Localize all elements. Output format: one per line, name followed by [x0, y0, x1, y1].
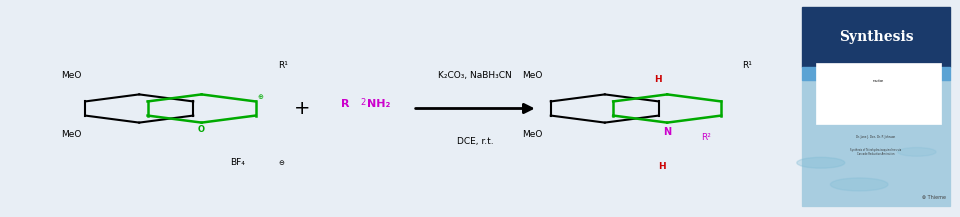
Text: MeO: MeO	[61, 130, 82, 139]
Bar	[802, 80, 950, 206]
Circle shape	[830, 178, 888, 191]
Bar	[802, 7, 950, 67]
Text: DCE, r.t.: DCE, r.t.	[457, 136, 493, 146]
Text: R¹: R¹	[278, 61, 288, 70]
Text: MeO: MeO	[61, 71, 82, 81]
Text: BF₄: BF₄	[230, 158, 245, 167]
Text: +: +	[294, 99, 311, 118]
Text: O: O	[198, 125, 205, 134]
Text: Synthesis: Synthesis	[839, 30, 913, 44]
Text: Synthesis of Tetrahydro-isoquinolines via
Cascade Reductive Amination: Synthesis of Tetrahydro-isoquinolines vi…	[851, 148, 901, 156]
Text: R¹: R¹	[742, 61, 752, 70]
Text: ⊖: ⊖	[278, 160, 284, 166]
Text: Accounts and Reviews in Chemical Synthesis: Accounts and Reviews in Chemical Synthes…	[836, 72, 916, 76]
Text: R: R	[341, 99, 349, 109]
Text: MeO: MeO	[522, 130, 542, 139]
Text: NH₂: NH₂	[367, 99, 390, 109]
Bar	[802, 67, 950, 80]
Bar	[816, 63, 941, 124]
Text: H: H	[654, 75, 661, 84]
Bar	[802, 7, 950, 206]
Text: R²: R²	[701, 133, 710, 142]
Circle shape	[797, 157, 845, 168]
Text: reaction: reaction	[873, 79, 884, 83]
Text: Dr. Jane J. Doe, Dr. P. Johnson: Dr. Jane J. Doe, Dr. P. Johnson	[856, 135, 896, 139]
Text: N: N	[663, 127, 671, 137]
Text: 2: 2	[360, 98, 365, 107]
Text: ⊗ Thieme: ⊗ Thieme	[922, 195, 946, 200]
Circle shape	[898, 148, 936, 156]
Text: ⊕: ⊕	[257, 94, 263, 100]
Text: MeO: MeO	[522, 71, 542, 81]
Text: H: H	[659, 162, 666, 171]
Text: K₂CO₃, NaBH₃CN: K₂CO₃, NaBH₃CN	[439, 71, 512, 81]
